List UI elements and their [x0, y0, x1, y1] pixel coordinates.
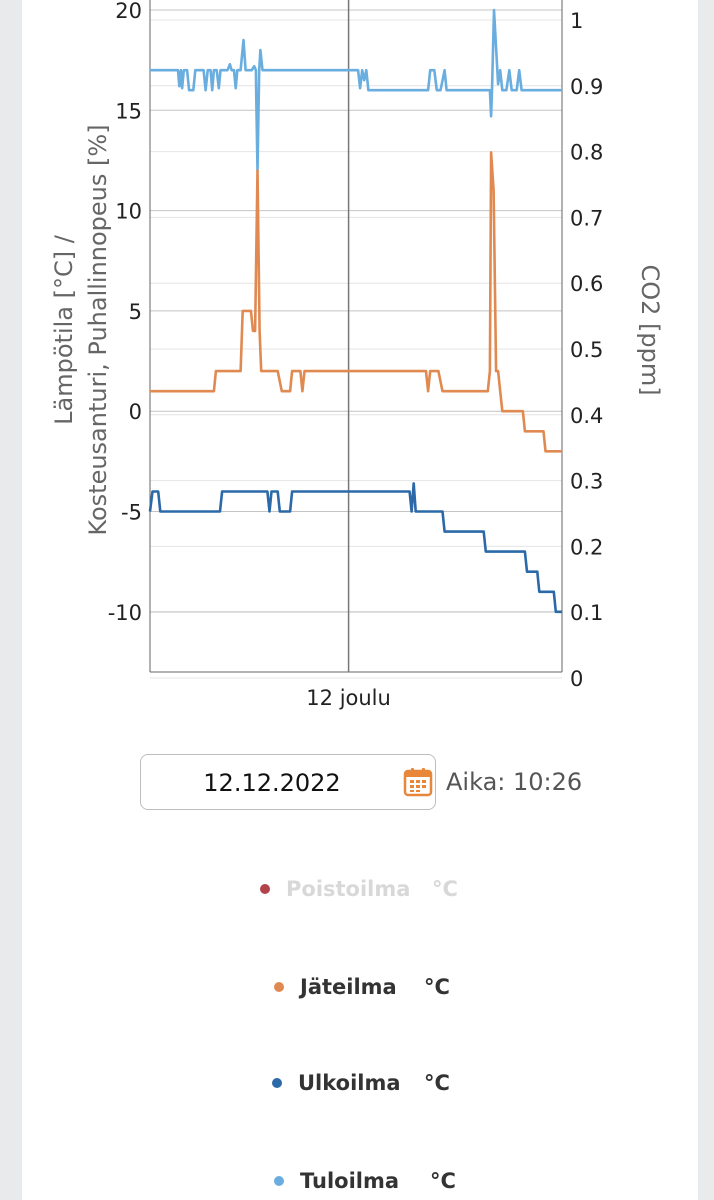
y-right-tick-label: 0.3 [570, 470, 603, 494]
legend-dot [260, 884, 270, 894]
y-right-tick-label: 0.7 [570, 206, 603, 230]
legend-label: Jäteilma [300, 975, 397, 999]
y-right-tick-label: 0 [570, 667, 583, 691]
legend-unit: °C [424, 975, 450, 999]
page: -10 -5 0 5 10 15 20 0 0.1 0.2 0.3 0.4 0.5 0.6 0.7 0.8 0.… [22, 0, 698, 1200]
legend-dot [272, 1078, 282, 1088]
y-left-axis-title-line1: Lämpötila [°C] / [50, 234, 78, 425]
y-left-tick-label: 0 [129, 400, 142, 424]
date-picker[interactable]: 12.12.2022 [140, 754, 436, 810]
chart[interactable]: -10 -5 0 5 10 15 20 0 0.1 0.2 0.3 0.4 0.5 0.6 0.7 0.8 0.… [22, 0, 698, 720]
y-right-tick-label: 1 [570, 9, 583, 33]
y-right-tick-label: 0.6 [570, 272, 603, 296]
legend-unit: °C [424, 1071, 450, 1095]
legend-dot [274, 1176, 284, 1186]
calendar-icon[interactable] [403, 767, 433, 797]
legend-label: Tuloilma [300, 1169, 400, 1193]
date-value[interactable]: 12.12.2022 [203, 769, 341, 797]
y-right-tick-label: 0.5 [570, 338, 603, 362]
series-line-ulkoilma [148, 482, 562, 614]
series-line-jäteilma [150, 151, 562, 453]
y-right-tick-label: 0.2 [570, 535, 603, 559]
x-tick-label: 12 joulu [306, 686, 391, 710]
y-left-tick-label: 10 [115, 200, 142, 224]
y-left-tick-label: -10 [108, 601, 142, 625]
legend-unit: °C [432, 877, 458, 901]
y-right-tick-label: 0.8 [570, 141, 603, 165]
y-left-tick-label: -5 [121, 501, 142, 525]
y-right-tick-label: 0.1 [570, 601, 603, 625]
series-line-tuloilma [150, 8, 562, 172]
legend-label: Ulkoilma [298, 1071, 401, 1095]
legend-unit: °C [430, 1169, 456, 1193]
y-left-tick-label: 5 [129, 300, 142, 324]
y-right-axis-title: CO2 [ppm] [636, 264, 664, 395]
time-label: Aika: 10:26 [446, 768, 583, 796]
legend-label: Poistoilma [286, 877, 411, 901]
y-right-tick-label: 0.4 [570, 404, 603, 428]
y-left-axis-title-line2: Kosteusanturi, Puhallinnopeus [%] [84, 124, 112, 535]
y-left-tick-label: 20 [115, 0, 142, 23]
y-right-tick-label: 0.9 [570, 75, 603, 99]
y-left-tick-label: 15 [115, 99, 142, 123]
legend-dot [274, 982, 284, 992]
